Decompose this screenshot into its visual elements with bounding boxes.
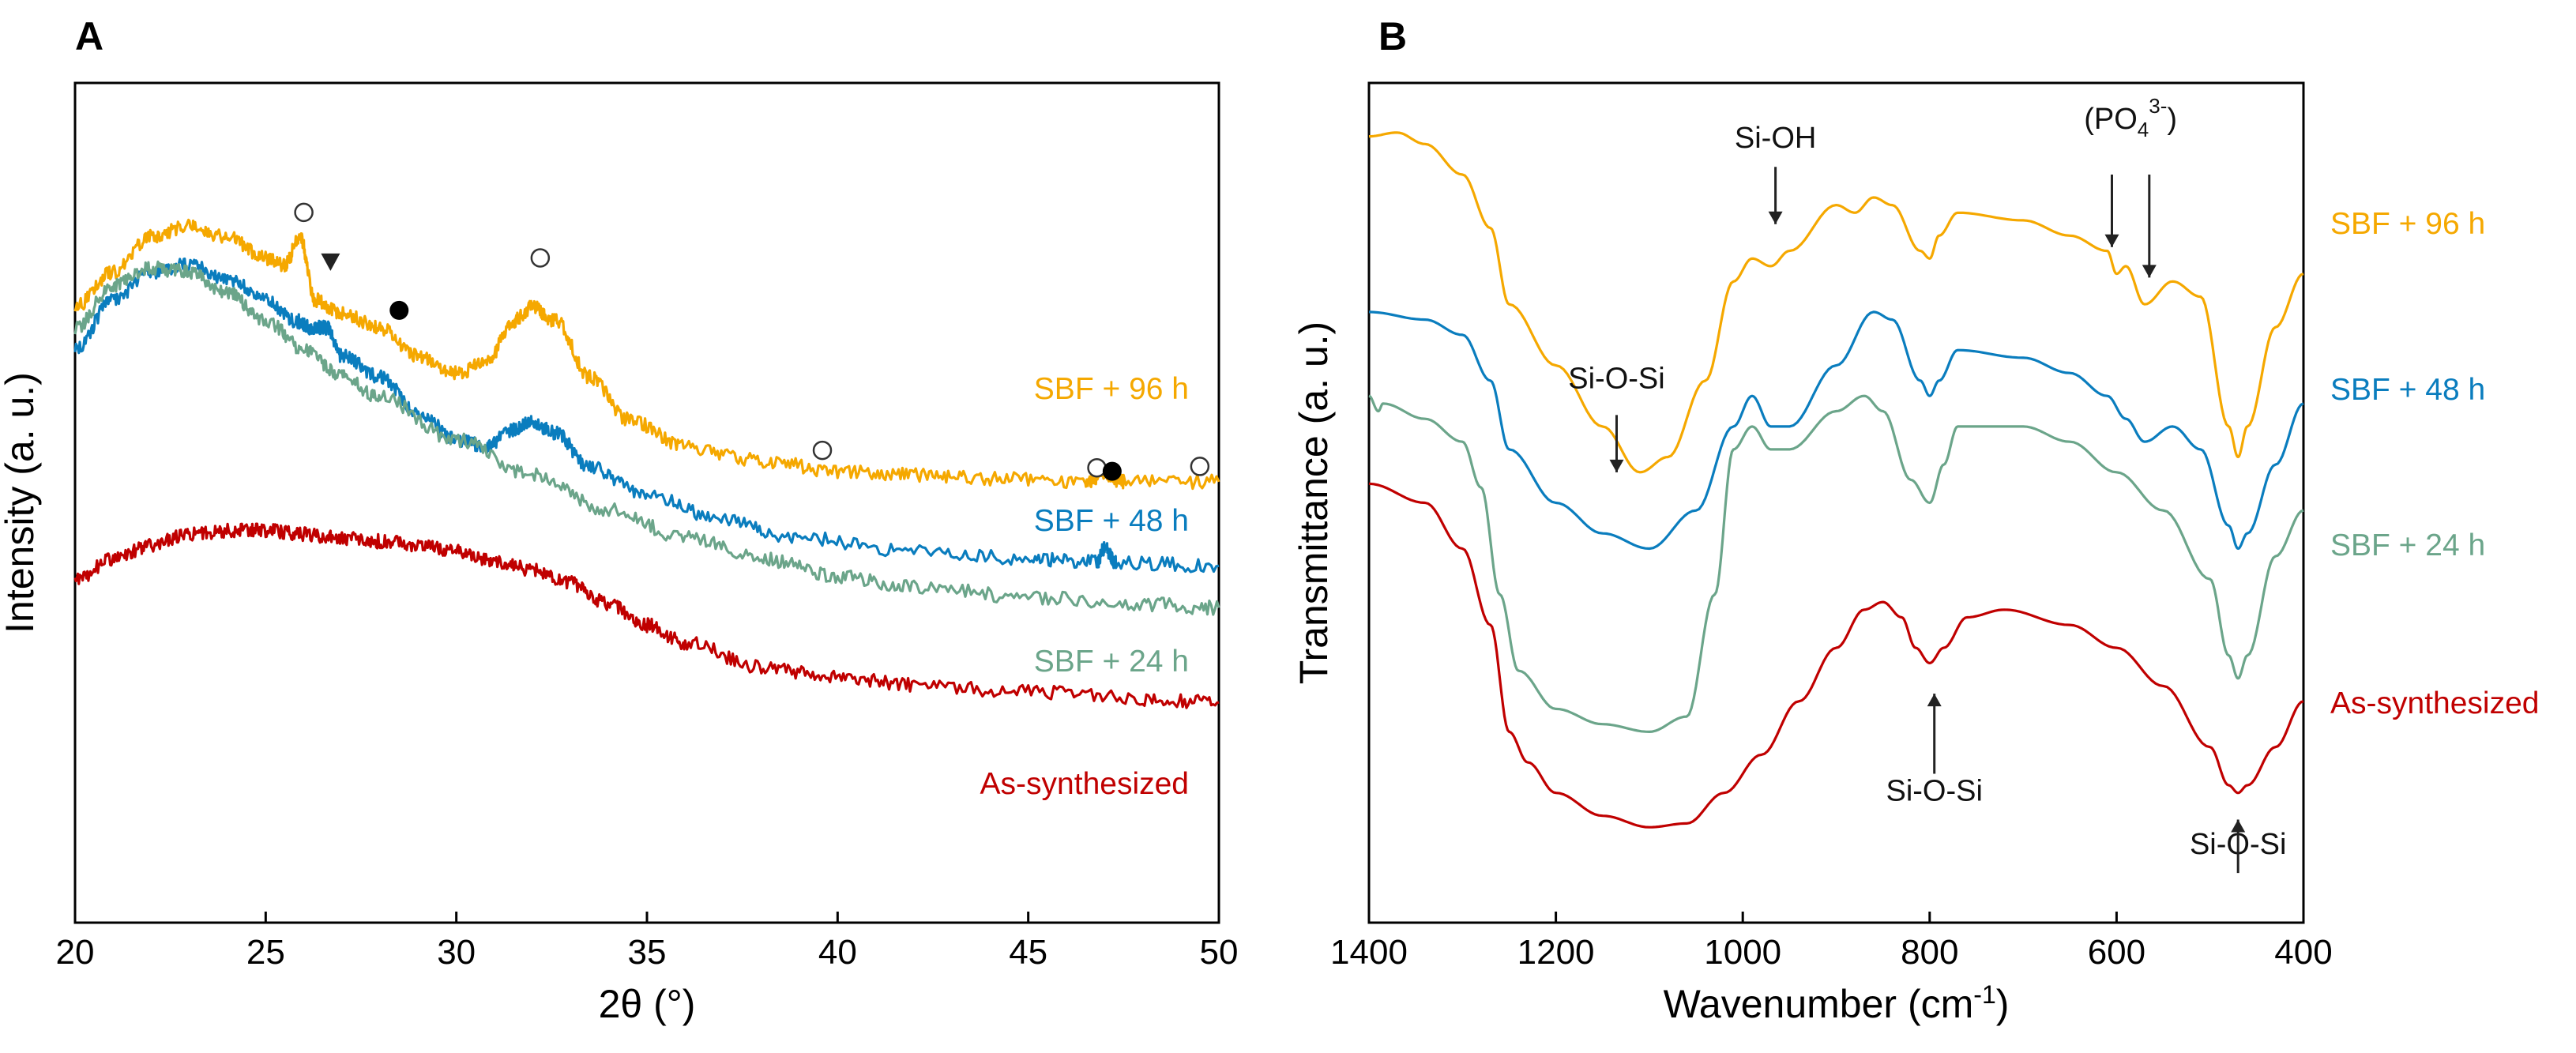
series-label-b-sbf96: SBF + 96 h <box>2330 207 2485 241</box>
x-tick-label: 35 <box>628 933 667 972</box>
series-label-a-as: As-synthesized <box>980 767 1189 801</box>
band-arrow-0-head <box>1609 459 1624 472</box>
filled-circle-marker <box>1102 461 1122 481</box>
panel-b: B 1400 1200 1000 800 600 400 Wavenumber (cm-1… <box>1292 14 2539 1026</box>
series-label-b-as: As-synthesized <box>2330 686 2539 720</box>
band-arrow-2-head <box>1927 694 1942 707</box>
series-group-b <box>1368 131 2304 829</box>
filled-circle-marker <box>389 300 409 320</box>
plot-frame-b <box>1367 81 2305 924</box>
x-axis-a: 20 25 30 35 40 45 50 <box>56 912 1239 972</box>
series-label-a-sbf48: SBF + 48 h <box>1034 504 1189 538</box>
series-line-b-3 <box>1368 482 2304 829</box>
open-circle-marker <box>1190 457 1210 476</box>
phosphate-arrow-1-head <box>2142 265 2157 278</box>
x-tick-label: 25 <box>246 933 285 972</box>
x-axis-label-a: 2θ (°) <box>599 982 696 1026</box>
phosphate-label-main: (PO <box>2084 103 2138 136</box>
phosphate-band-label: (PO43-) <box>2084 94 2177 141</box>
series-group-a <box>73 218 1220 709</box>
x-tick-label: 800 <box>1901 933 1958 972</box>
series-line-b-2 <box>1368 394 2304 734</box>
x-axis-label-b-main: Wavenumber (cm <box>1664 982 1974 1026</box>
x-tick-label: 20 <box>56 933 95 972</box>
panel-label-a: A <box>75 14 103 58</box>
series-line-a-3 <box>73 522 1220 709</box>
phase-markers-a <box>294 202 1210 481</box>
phosphate-label-sub: 4 <box>2138 118 2149 141</box>
y-axis-label-a: Intensity (a. u.) <box>0 372 42 634</box>
phosphate-label-sup: 3- <box>2149 94 2167 118</box>
band-arrow-1-head <box>1768 211 1783 224</box>
x-tick-label: 40 <box>818 933 857 972</box>
x-tick-label: 30 <box>437 933 476 972</box>
filled-triangle-marker <box>321 253 340 271</box>
x-axis-label-b-sup: -1 <box>1973 980 1995 1009</box>
x-tick-label: 50 <box>1200 933 1239 972</box>
series-label-a-sbf96: SBF + 96 h <box>1034 372 1189 406</box>
x-axis-b: 1400 1200 1000 800 600 400 <box>1330 912 2333 972</box>
x-tick-label: 600 <box>2088 933 2145 972</box>
x-tick-label: 1000 <box>1704 933 1781 972</box>
x-tick-label: 45 <box>1009 933 1047 972</box>
series-line-b-0 <box>1369 131 2304 474</box>
open-circle-marker <box>294 202 314 223</box>
series-line-a-2 <box>73 260 1220 616</box>
band-arrow-3-head <box>2231 819 2246 833</box>
band-annotation-label: Si-OH <box>1735 122 1816 155</box>
series-line-b-1 <box>1368 310 2304 551</box>
phosphate-label-close: ) <box>2167 103 2177 136</box>
x-tick-label: 1200 <box>1517 933 1595 972</box>
x-axis-label-b: Wavenumber (cm-1) <box>1664 980 2010 1026</box>
panel-label-b: B <box>1378 14 1407 58</box>
open-circle-marker <box>1087 457 1107 478</box>
x-tick-label: 1400 <box>1330 933 1408 972</box>
series-label-a-sbf24: SBF + 24 h <box>1034 645 1189 679</box>
open-circle-marker <box>530 248 551 268</box>
series-label-b-sbf48: SBF + 48 h <box>2330 373 2485 407</box>
series-label-b-sbf24: SBF + 24 h <box>2330 528 2485 562</box>
series-line-a-0 <box>73 218 1220 491</box>
y-axis-label-b: Transmittance (a. u.) <box>1292 322 1336 684</box>
open-circle-marker <box>812 440 833 461</box>
band-annotation-label: Si-O-Si <box>1886 774 1982 807</box>
x-axis-label-b-end: ) <box>1996 982 2010 1026</box>
x-tick-label: 400 <box>2274 933 2332 972</box>
band-annotation-label: Si-O-Si <box>1568 363 1664 396</box>
panel-a: A 20 25 30 35 40 45 50 2θ (°) Intensity (a. u.… <box>0 14 1238 1026</box>
phosphate-arrow-0-head <box>2104 234 2119 247</box>
